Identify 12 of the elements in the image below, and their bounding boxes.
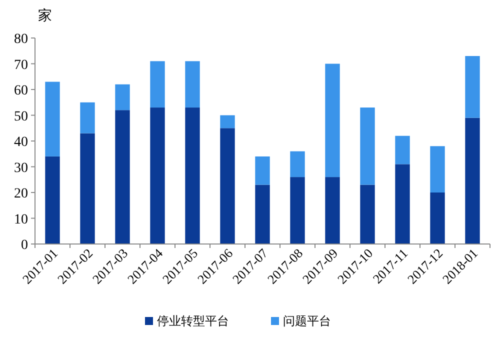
y-tick-label: 30 xyxy=(14,160,28,176)
y-tick-label: 20 xyxy=(14,186,28,202)
y-tick-label: 50 xyxy=(14,109,28,124)
legend-label: 问题平台 xyxy=(283,314,331,328)
y-tick-label: 10 xyxy=(14,212,28,228)
y-tick-label: 70 xyxy=(14,58,28,73)
y-tick-label: 40 xyxy=(14,135,28,150)
y-tick-label: 60 xyxy=(14,84,28,98)
legend-label: 停业转型平台 xyxy=(157,314,229,328)
y-tick-label: 0 xyxy=(21,238,28,253)
y-axis-title: 家 xyxy=(38,8,52,24)
y-tick-label: 80 xyxy=(14,32,28,47)
